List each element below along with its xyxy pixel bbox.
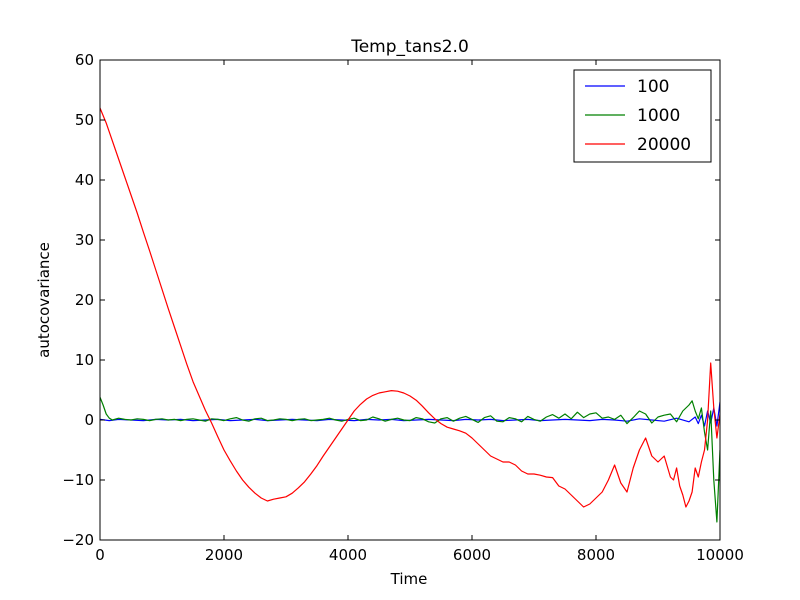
y-tick-label: 60 [75, 51, 94, 69]
x-axis-label: Time [390, 570, 428, 588]
y-axis-label: autocovariance [35, 242, 53, 358]
chart-title: Temp_tans2.0 [350, 37, 469, 57]
x-tick-label: 8000 [577, 546, 615, 564]
y-tick-label: 10 [75, 351, 94, 369]
x-tick-label: 6000 [453, 546, 491, 564]
x-tick-label: 4000 [329, 546, 367, 564]
x-tick-label: 10000 [696, 546, 744, 564]
series-line-1000 [100, 396, 720, 523]
legend-box [573, 69, 712, 163]
legend-label-20000: 20000 [637, 135, 691, 155]
y-tick-label: 20 [75, 291, 94, 309]
x-tick-label: 2000 [205, 546, 243, 564]
y-tick-label: 0 [84, 411, 94, 429]
series-layer [100, 107, 720, 523]
y-tick-label: 50 [75, 111, 94, 129]
y-tick-label: 40 [75, 171, 94, 189]
legend: 100 1000 20000 [573, 69, 712, 163]
legend-label-100: 100 [637, 77, 669, 97]
y-tick-label: 30 [75, 231, 94, 249]
series-line-20000 [100, 107, 720, 508]
legend-label-1000: 1000 [637, 106, 680, 126]
plot-frame [99, 59, 721, 541]
y-tick-label: −20 [62, 531, 94, 549]
series-line-100 [100, 401, 720, 427]
x-tick-label: 0 [95, 546, 105, 564]
tick-layer: 0 2000 4000 6000 8000 10000 −20 −10 0 10 20 30 40 50 6… [62, 51, 744, 564]
y-tick-label: −10 [62, 471, 94, 489]
